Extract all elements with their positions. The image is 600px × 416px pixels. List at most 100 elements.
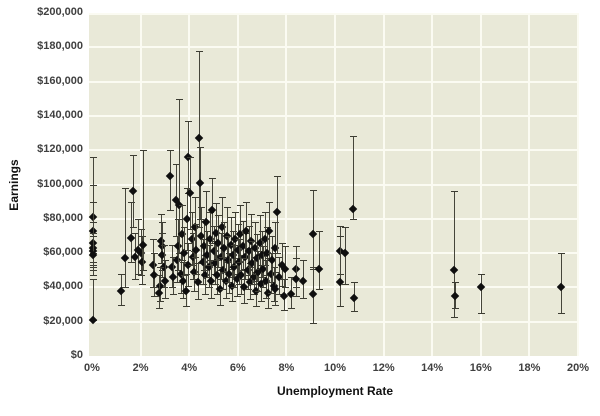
error-bar-cap bbox=[220, 289, 228, 291]
error-bar-cap bbox=[174, 282, 182, 284]
error-bar-cap bbox=[239, 270, 247, 272]
error-bar-cap bbox=[232, 265, 240, 267]
error-bar-cap bbox=[310, 189, 318, 191]
error-bar-cap bbox=[187, 157, 195, 159]
error-bar-cap bbox=[178, 205, 186, 207]
error-bar-cap bbox=[215, 266, 223, 268]
error-bar-cap bbox=[194, 263, 202, 265]
error-bar-cap bbox=[217, 232, 225, 234]
gridline-horizontal bbox=[89, 217, 578, 220]
error-bar-cap bbox=[118, 273, 126, 275]
data-points-layer bbox=[88, 13, 578, 356]
error-bar-cap bbox=[183, 187, 191, 189]
error-bar-cap bbox=[260, 287, 268, 289]
error-bar-cap bbox=[262, 297, 270, 299]
x-axis-title: Unemployment Rate bbox=[276, 384, 394, 398]
error-bar-cap bbox=[90, 232, 98, 234]
error-bar-cap bbox=[135, 218, 143, 220]
x-tick-label: 0% bbox=[84, 362, 100, 374]
x-tick-label: 18% bbox=[518, 362, 541, 374]
y-tick-label: $200,000 bbox=[37, 6, 83, 18]
error-bar-cap bbox=[273, 175, 281, 177]
error-bar-cap bbox=[198, 206, 206, 208]
data-point bbox=[335, 278, 345, 287]
error-bar-cap bbox=[260, 246, 268, 248]
error-bar-cap bbox=[157, 266, 165, 268]
error-bar-cap bbox=[191, 290, 199, 292]
error-bar-cap bbox=[256, 215, 264, 217]
error-bar-cap bbox=[181, 227, 189, 229]
data-point bbox=[340, 248, 349, 258]
error-bar-cap bbox=[215, 215, 223, 217]
data-point bbox=[350, 293, 359, 302]
gridline-horizontal bbox=[89, 183, 578, 186]
error-bar-cap bbox=[300, 297, 308, 299]
error-bar-cap bbox=[206, 265, 214, 267]
error-bar bbox=[319, 230, 321, 290]
y-tick-label: $100,000 bbox=[37, 177, 83, 190]
y-tick-label: $40,000 bbox=[43, 280, 83, 293]
x-tick-label: 6% bbox=[229, 362, 246, 374]
error-bar-cap bbox=[229, 230, 237, 232]
error-bar-cap bbox=[135, 273, 143, 275]
error-bar-cap bbox=[268, 235, 276, 237]
error-bar-cap bbox=[138, 283, 146, 285]
error-bar-cap bbox=[180, 261, 188, 263]
error-bar-cap bbox=[130, 227, 138, 229]
error-bar bbox=[339, 235, 341, 307]
data-point bbox=[195, 178, 205, 188]
gridline-horizontal bbox=[89, 114, 578, 117]
error-bar-cap bbox=[244, 289, 252, 291]
error-bar-cap bbox=[127, 261, 135, 263]
error-bar-cap bbox=[231, 244, 239, 246]
error-bar-cap bbox=[209, 177, 217, 179]
error-bar-cap bbox=[261, 265, 269, 267]
error-bar bbox=[169, 150, 171, 211]
error-bar-cap bbox=[251, 222, 259, 224]
data-point bbox=[165, 171, 174, 181]
error-bar-cap bbox=[160, 287, 168, 289]
error-bar-cap bbox=[276, 256, 284, 258]
error-bar-cap bbox=[211, 283, 219, 285]
error-bar-cap bbox=[192, 256, 200, 258]
data-point bbox=[449, 266, 459, 275]
error-bar-cap bbox=[187, 229, 195, 231]
error-bar bbox=[353, 136, 355, 219]
error-bar-cap bbox=[557, 313, 565, 315]
y-tick-label: $160,000 bbox=[37, 74, 83, 87]
error-bar-cap bbox=[282, 287, 290, 289]
error-bar-cap bbox=[341, 227, 349, 229]
y-tick-label: $120,000 bbox=[37, 143, 83, 156]
error-bar-cap bbox=[262, 259, 270, 261]
error-bar bbox=[313, 189, 315, 269]
error-bar-cap bbox=[310, 323, 318, 325]
error-bar-cap bbox=[210, 225, 218, 227]
error-bar-cap bbox=[90, 222, 98, 224]
gridline-horizontal bbox=[89, 252, 578, 255]
y-tick-label: $80,000 bbox=[43, 211, 83, 224]
error-bar-cap bbox=[246, 299, 254, 301]
x-tick-label: 16% bbox=[469, 362, 492, 374]
error-bar-cap bbox=[278, 285, 286, 287]
error-bar-cap bbox=[254, 234, 262, 236]
error-bar-cap bbox=[175, 218, 183, 220]
error-bar-cap bbox=[223, 206, 231, 208]
error-bar-cap bbox=[204, 277, 212, 279]
error-bar bbox=[179, 98, 181, 254]
error-bar-cap bbox=[237, 261, 245, 263]
error-bar-cap bbox=[271, 266, 279, 268]
error-bar-cap bbox=[149, 287, 157, 289]
x-tick-label: 10% bbox=[323, 362, 347, 374]
error-bar-cap bbox=[243, 258, 251, 260]
gridline-horizontal bbox=[89, 46, 578, 49]
error-bar-cap bbox=[232, 211, 240, 213]
error-bar-cap bbox=[174, 235, 182, 237]
error-bar-cap bbox=[257, 301, 265, 303]
error-bar-cap bbox=[150, 253, 158, 255]
error-bar-cap bbox=[203, 191, 211, 193]
y-tick-label: $180,000 bbox=[37, 40, 83, 53]
error-bar-cap bbox=[216, 304, 224, 306]
error-bar-cap bbox=[200, 270, 208, 272]
error-bar-cap bbox=[217, 278, 225, 280]
